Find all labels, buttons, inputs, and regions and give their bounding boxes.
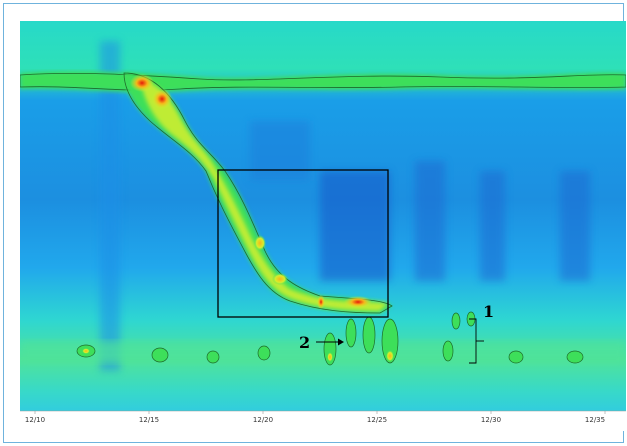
callout-2-label: 2 [299,333,310,352]
x-tick-label: 12/35 [585,416,605,424]
x-tick-label: 12/30 [481,416,501,424]
callout-1: 1 [469,302,494,364]
top-band [20,71,626,93]
x-tick-label: 12/15 [139,416,159,424]
diagonal-ridge [123,72,393,314]
x-axis: 12/10 12/15 12/20 12/25 12/30 12/35 [20,410,626,431]
callout-2: 2 [299,333,344,352]
callout-1-label: 1 [483,302,494,321]
heatmap-chart: 1 2 12/10 12/15 12/20 12/25 12/30 12/35 [20,21,626,431]
highlight-box [217,169,389,318]
lower-bands [20,311,626,366]
low-intensity-streaks [100,41,590,371]
x-tick-label: 12/25 [367,416,387,424]
x-tick-label: 12/20 [253,416,273,424]
x-tick-label: 12/10 [25,416,45,424]
chart-frame: 1 2 12/10 12/15 12/20 12/25 12/30 12/35 [3,3,626,443]
